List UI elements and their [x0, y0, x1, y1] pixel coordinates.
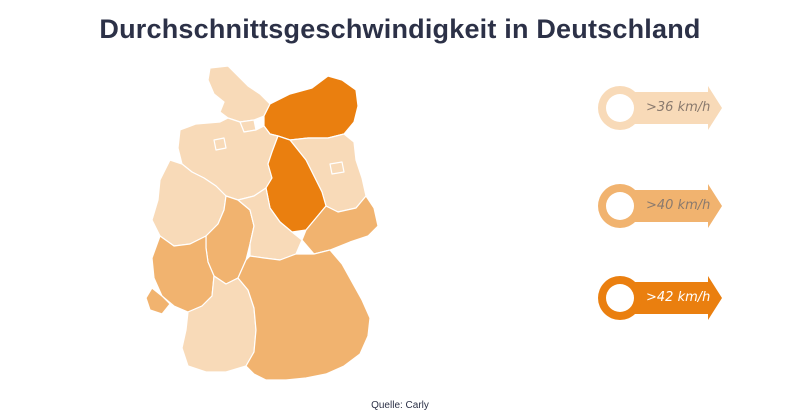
legend-item-low: >36 km/h	[596, 82, 726, 138]
state-sachsen-anhalt	[265, 135, 327, 233]
state-mecklenburg-vorpommern	[263, 75, 359, 141]
state-schleswig-holstein	[207, 65, 271, 123]
legend-label: >36 km/h	[646, 100, 711, 115]
state-berlin	[329, 161, 345, 175]
map-title: Durchschnittsgeschwindigkeit in Deutschl…	[99, 14, 701, 44]
state-bayern	[237, 249, 371, 381]
legend-label: >40 km/h	[646, 198, 711, 213]
legend-label: >42 km/h	[646, 290, 711, 305]
state-saarland	[145, 287, 171, 315]
legend-item-high: >42 km/h	[596, 272, 726, 328]
source-note: Quelle: Carly	[371, 400, 429, 411]
state-bremen	[213, 137, 227, 151]
legend-item-mid: >40 km/h	[596, 180, 726, 236]
germany-map	[145, 65, 379, 381]
